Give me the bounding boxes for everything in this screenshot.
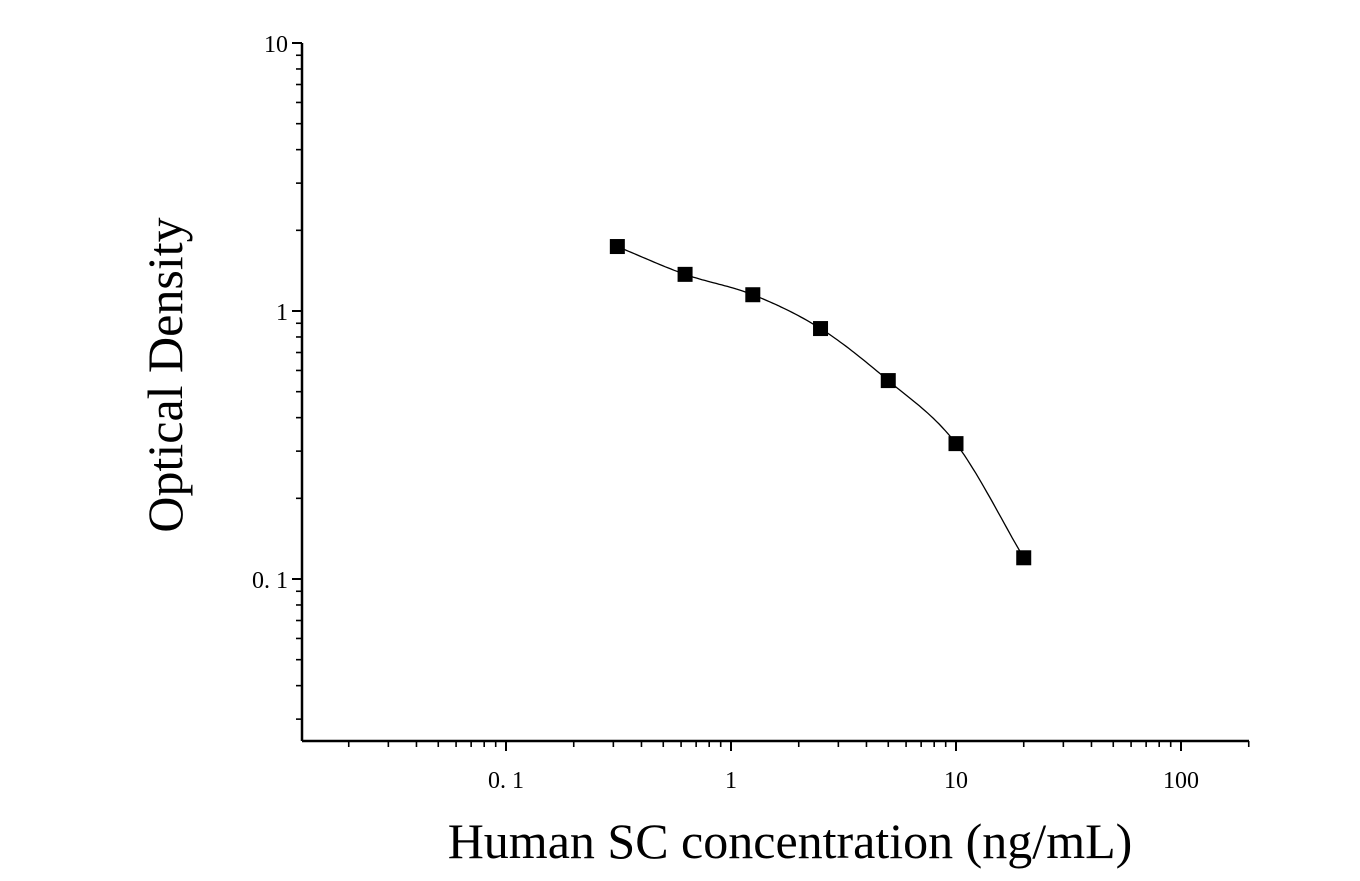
y-tick-label: 10 <box>264 32 288 58</box>
data-point-marker <box>1016 550 1032 566</box>
data-points <box>609 239 1032 566</box>
y-axis-title: Optical Density <box>137 217 193 532</box>
x-axis-title: Human SC concentration (ng/mL) <box>448 813 1133 869</box>
axes <box>300 43 1249 743</box>
x-tick-label: 1 <box>725 768 737 794</box>
data-point-marker <box>609 239 625 255</box>
data-point-marker <box>880 373 896 389</box>
data-point-marker <box>677 266 693 282</box>
x-tick-label: 10 <box>944 768 968 794</box>
tick-labels: 0. 1 1 10 100 10 1 0. 1 <box>252 32 1199 794</box>
x-tick-label: 0. 1 <box>488 768 524 794</box>
data-point-marker <box>948 436 964 452</box>
data-point-marker <box>745 287 761 303</box>
y-tick-label: 0. 1 <box>252 568 288 594</box>
x-tick-label: 100 <box>1163 768 1199 794</box>
fitted-curve <box>617 245 1027 563</box>
axis-ticks <box>292 42 1250 751</box>
data-point-marker <box>813 321 829 337</box>
y-tick-label: 1 <box>276 300 288 326</box>
